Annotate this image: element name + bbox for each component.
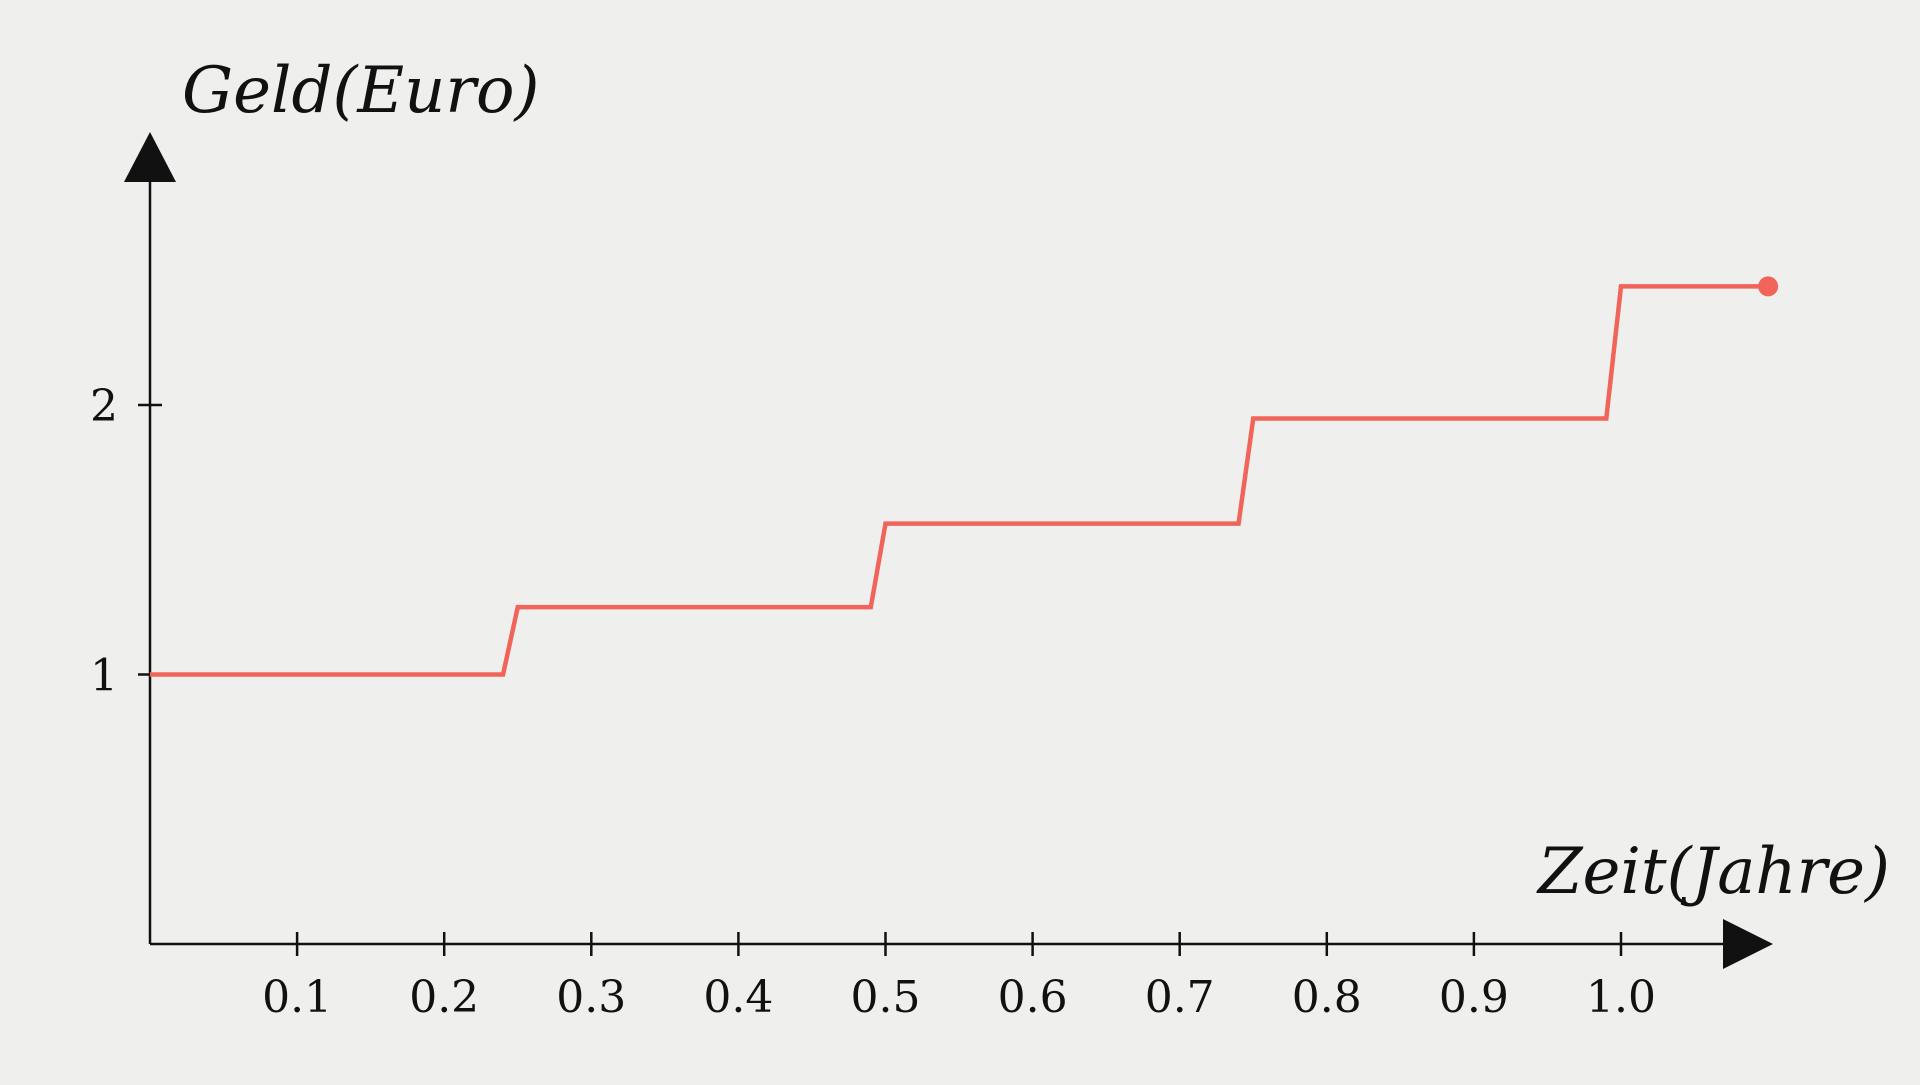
x-axis-arrowhead <box>1723 919 1773 969</box>
x-tick-label: 0.9 <box>1439 972 1509 1023</box>
x-ticks: 0.1 0.2 0.3 0.4 0.5 0.6 0.7 0.8 0.9 1.0 <box>262 932 1656 1023</box>
x-tick-label: 0.4 <box>703 972 773 1023</box>
y-tick-label: 1 <box>90 651 118 702</box>
y-tick-label: 2 <box>90 381 118 432</box>
x-tick-label: 0.6 <box>998 972 1068 1023</box>
x-tick-label: 0.3 <box>556 972 626 1023</box>
x-tick-label: 0.7 <box>1145 972 1215 1023</box>
series-end-point <box>1758 276 1778 296</box>
x-axis-label: Zeit(Jahre) <box>1536 835 1890 909</box>
x-tick-label: 0.1 <box>262 972 332 1023</box>
y-axis-arrowhead <box>124 132 176 182</box>
series-group <box>150 276 1778 674</box>
series-line-geld <box>150 286 1768 674</box>
x-tick-label: 0.8 <box>1292 972 1362 1023</box>
x-tick-label: 0.5 <box>851 972 921 1023</box>
y-axis-label: Geld(Euro) <box>182 54 539 128</box>
x-tick-label: 0.2 <box>409 972 479 1023</box>
x-tick-label: 1.0 <box>1586 972 1656 1023</box>
